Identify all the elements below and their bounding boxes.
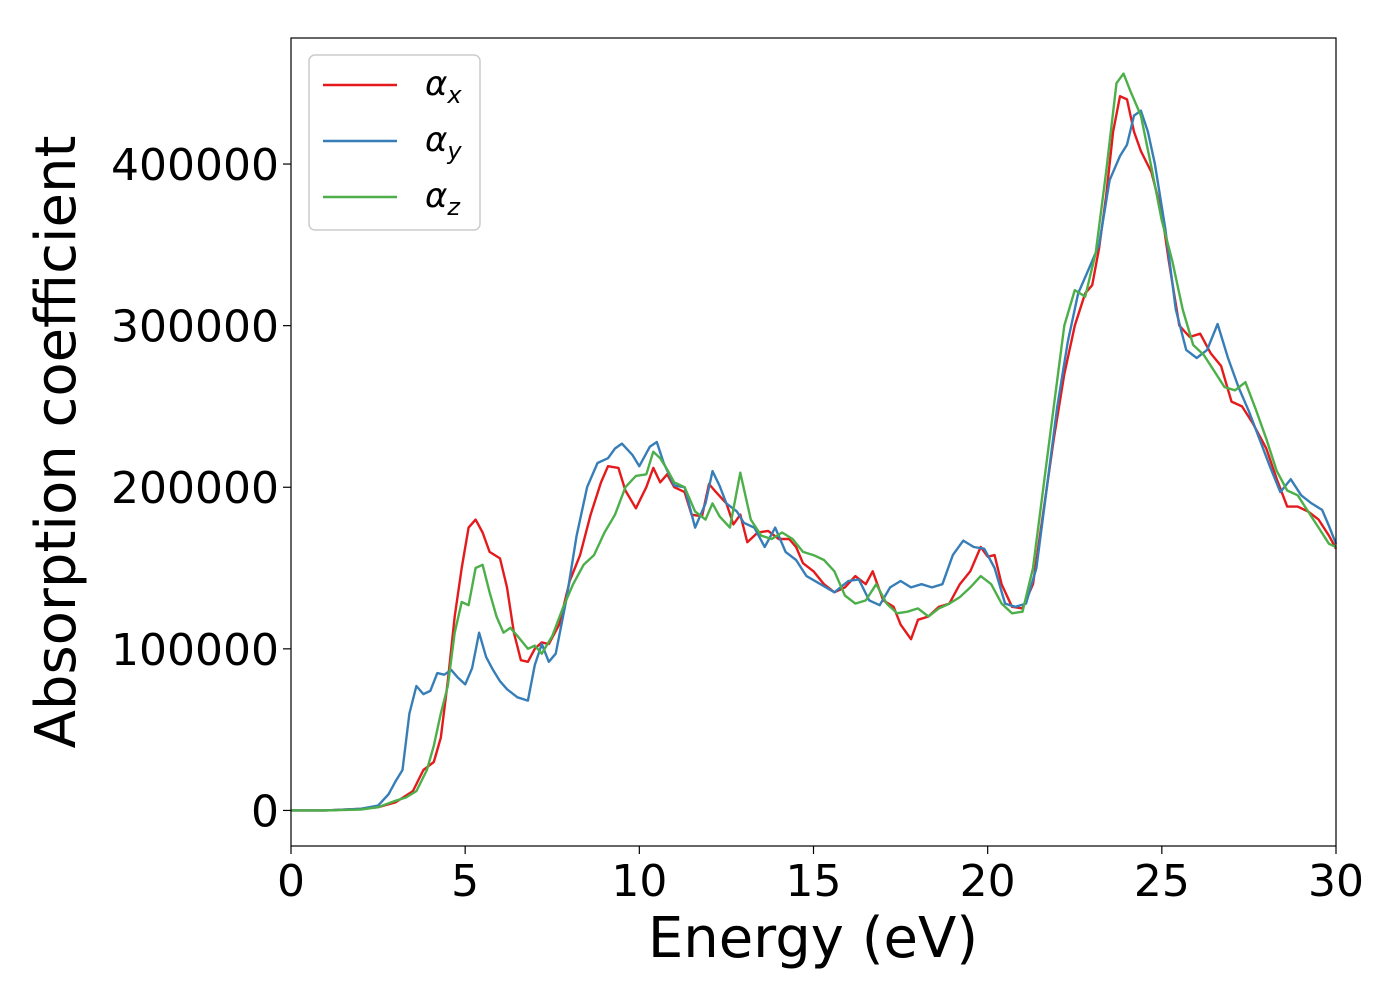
y-tick-label: 100000 [111,625,279,676]
x-tick-label: 15 [786,856,842,907]
x-axis: 0 5 10 15 20 25 30 [277,846,1364,907]
x-axis-label: Energy (eV) [648,906,978,971]
y-axis: 0 100000 200000 300000 400000 [111,140,291,837]
y-tick-label: 400000 [111,140,279,191]
y-tick-label: 300000 [111,302,279,353]
y-axis-label: Absorption coefficient [24,136,89,749]
x-tick-label: 0 [277,856,305,907]
x-tick-label: 10 [611,856,667,907]
y-tick-label: 200000 [111,463,279,514]
x-tick-label: 20 [960,856,1016,907]
x-tick-label: 30 [1308,856,1364,907]
x-tick-label: 5 [451,856,479,907]
y-tick-label: 0 [251,786,279,837]
x-tick-label: 25 [1134,856,1190,907]
